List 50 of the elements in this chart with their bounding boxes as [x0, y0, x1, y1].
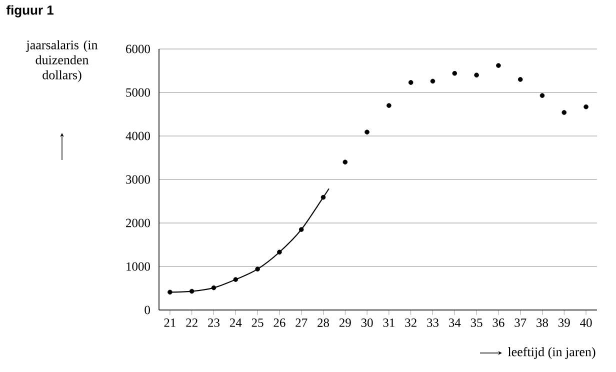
point: [430, 78, 436, 84]
x-tick-label: 28: [318, 318, 330, 327]
x-tick-label: 32: [405, 318, 416, 327]
point: [386, 103, 392, 108]
point: [474, 72, 479, 78]
y-tick-label: 6000: [126, 44, 150, 54]
x-tick-label: 29: [339, 318, 351, 327]
x-tick-label: 31: [383, 318, 394, 327]
x-axis-title: leeftijd (in jaren): [508, 347, 596, 359]
y-tick-label: 4000: [126, 132, 150, 140]
point: [518, 77, 523, 82]
point: [562, 110, 567, 115]
x-tick-label: 26: [274, 318, 286, 327]
x-tick-label: 40: [580, 318, 592, 327]
x-tick-label: 36: [492, 318, 504, 327]
point: [211, 285, 216, 290]
point: [364, 130, 370, 134]
point: [496, 63, 501, 68]
y-tick-label: 0: [144, 306, 150, 314]
point: [342, 160, 348, 164]
point: [298, 227, 304, 232]
x-tick-label: 22: [186, 318, 198, 327]
x-tick-label: 25: [252, 318, 264, 327]
x-tick-label: 39: [558, 318, 570, 327]
x-tick-label: 30: [361, 318, 373, 327]
point: [540, 93, 545, 98]
point: [320, 194, 326, 200]
point: [233, 277, 238, 282]
x-tick-label: 38: [536, 318, 548, 327]
y-axis-title: jaarsalaris (in duizenden dollars): [26, 40, 98, 82]
x-tick-label: 34: [448, 318, 461, 327]
point: [452, 70, 458, 76]
y-tick-label: 3000: [126, 175, 150, 184]
x-tick-label: 35: [470, 318, 482, 327]
y-tick-label: 2000: [126, 218, 150, 228]
x-tick-label: 23: [208, 318, 220, 327]
y-tick-label: 1000: [126, 262, 150, 271]
x-tick-label: 21: [164, 318, 176, 327]
x-tick-label: 24: [230, 318, 242, 327]
x-tick-label: 27: [296, 318, 308, 327]
point: [168, 290, 172, 295]
y-tick-label: 5000: [126, 88, 150, 97]
point: [277, 250, 282, 255]
x-tick-label: 33: [427, 318, 438, 327]
x-tick-label: 37: [514, 318, 526, 327]
point: [584, 104, 588, 110]
point: [189, 288, 194, 294]
point: [255, 266, 260, 272]
point: [408, 80, 414, 85]
text: figuur 1: [6, 5, 54, 18]
